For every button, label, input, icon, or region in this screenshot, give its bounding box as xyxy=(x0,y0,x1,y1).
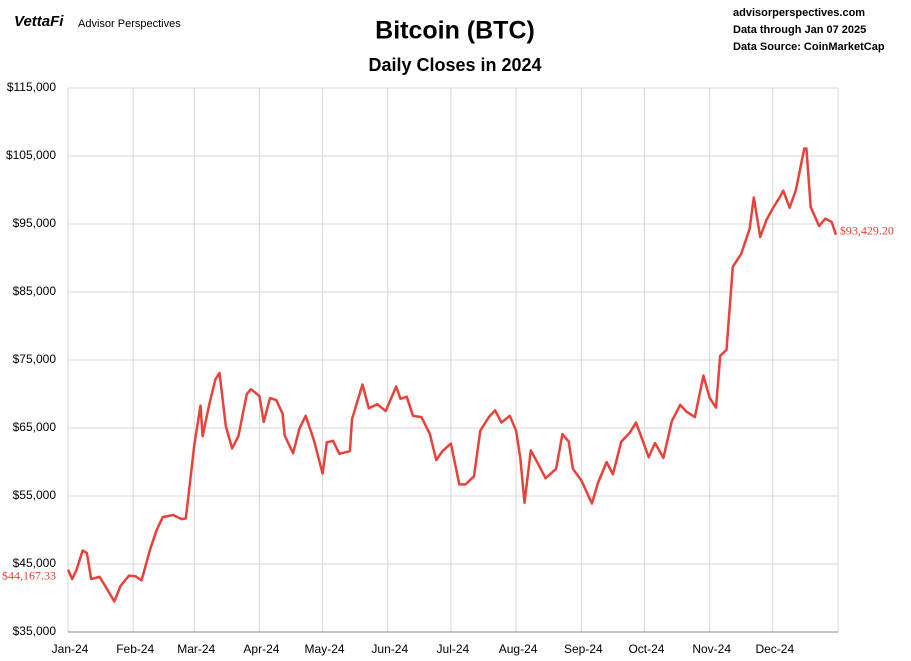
price-line xyxy=(66,147,838,603)
source-line: advisorperspectives.com xyxy=(733,7,865,19)
x-tick-label: Aug-24 xyxy=(499,642,538,656)
brand-sub: Advisor Perspectives xyxy=(78,18,181,30)
x-tick-label: Jul-24 xyxy=(437,642,470,656)
x-tick-label: Dec-24 xyxy=(755,642,794,656)
y-tick-label: $45,000 xyxy=(13,556,57,570)
y-tick-label: $55,000 xyxy=(13,488,57,502)
y-tick-label: $95,000 xyxy=(13,216,57,230)
y-tick-label: $105,000 xyxy=(6,148,56,162)
value-label: $93,429.20 xyxy=(840,223,894,237)
y-tick-label: $65,000 xyxy=(13,420,57,434)
y-tick-label: $35,000 xyxy=(13,624,57,638)
x-tick-label: Feb-24 xyxy=(116,642,154,656)
x-tick-label: Apr-24 xyxy=(243,642,279,656)
x-tick-label: Oct-24 xyxy=(628,642,664,656)
x-tick-label: Mar-24 xyxy=(177,642,215,656)
x-tick-label: Jun-24 xyxy=(371,642,408,656)
x-tick-label: May-24 xyxy=(305,642,345,656)
y-tick-label: $85,000 xyxy=(13,284,57,298)
y-tick-label: $75,000 xyxy=(13,352,57,366)
value-label: $44,167.33 xyxy=(2,568,56,582)
brand: VettaFi xyxy=(14,13,64,30)
source-line: Data through Jan 07 2025 xyxy=(733,24,866,36)
chart-title: Bitcoin (BTC) xyxy=(375,17,535,45)
x-tick-label: Jan-24 xyxy=(52,642,89,656)
y-tick-label: $115,000 xyxy=(7,80,56,94)
x-tick-label: Sep-24 xyxy=(564,642,603,656)
x-tick-label: Nov-24 xyxy=(692,642,731,656)
source-line: Data Source: CoinMarketCap xyxy=(733,41,885,53)
chart-subtitle: Daily Closes in 2024 xyxy=(368,55,541,75)
